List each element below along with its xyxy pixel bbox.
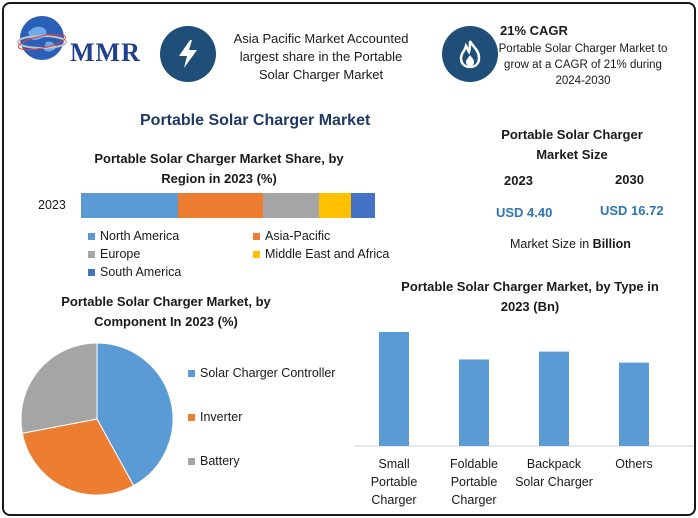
header-cagr-title: 21% CAGR bbox=[500, 23, 568, 38]
type-category-label-line: Foldable bbox=[450, 457, 498, 471]
region-bar-segment-middle-east-and-africa bbox=[319, 193, 352, 218]
flame-icon bbox=[459, 40, 481, 69]
type-category-label-line: Small bbox=[378, 457, 410, 471]
component-legend-item: Solar Charger Controller bbox=[188, 366, 335, 380]
region-bar-segment-south-america bbox=[351, 193, 375, 218]
header-apac-text: Asia Pacific Market Accounted largest sh… bbox=[233, 31, 409, 82]
type-bar-chart bbox=[354, 331, 694, 447]
legend-label: Middle East and Africa bbox=[265, 247, 390, 261]
market-size-year-2030: 2030 bbox=[615, 172, 644, 187]
region-legend-item: Europe bbox=[88, 247, 140, 261]
logo-text: MMR bbox=[70, 38, 141, 67]
type-bar-3 bbox=[539, 351, 569, 446]
market-size-note-text: Market Size in bbox=[510, 237, 593, 251]
pie-slice-solar-charger-controller bbox=[96, 342, 174, 487]
lightning-icon-badge bbox=[160, 26, 216, 82]
header-cagr-text: Portable Solar Charger Market to grow at… bbox=[498, 43, 668, 87]
type-category-label: Others bbox=[589, 455, 679, 473]
type-bar-2 bbox=[459, 359, 489, 446]
legend-label: North America bbox=[100, 229, 180, 243]
type-category-label: Foldable Portable Charger bbox=[429, 455, 519, 509]
main-title: Portable Solar Charger Market bbox=[140, 112, 371, 129]
legend-label: South America bbox=[100, 265, 182, 279]
type-category-label-line: Charger bbox=[371, 493, 417, 507]
legend-swatch bbox=[188, 413, 195, 421]
legend-swatch bbox=[188, 457, 195, 465]
type-bar-1 bbox=[379, 331, 409, 446]
legend-swatch bbox=[253, 250, 260, 258]
legend-label: Battery bbox=[200, 454, 240, 468]
type-category-label-line: Solar Charger bbox=[515, 475, 593, 489]
type-category-label: Backpack Solar Charger bbox=[509, 455, 599, 491]
region-stacked-bar bbox=[81, 193, 375, 218]
type-category-label: Small Portable Charger bbox=[349, 455, 439, 509]
region-legend-item: South America bbox=[88, 265, 181, 279]
region-legend-item: Middle East and Africa bbox=[253, 247, 389, 261]
legend-swatch bbox=[88, 232, 95, 240]
legend-swatch bbox=[88, 268, 95, 276]
legend-label: Solar Charger Controller bbox=[200, 366, 336, 380]
pie-slice-battery bbox=[20, 342, 98, 434]
pie-slice-inverter bbox=[21, 418, 135, 496]
region-bar-segment-asia-pacific bbox=[178, 193, 264, 218]
market-size-title: Portable Solar Charger Market Size bbox=[501, 127, 643, 162]
component-legend-item: Battery bbox=[188, 454, 240, 468]
type-category-label-line: Portable bbox=[370, 475, 418, 489]
market-size-value-2023: USD 4.40 bbox=[496, 205, 553, 220]
region-chart-title: Portable Solar Charger Market Share, by … bbox=[94, 151, 344, 186]
type-chart-title: Portable Solar Charger Market, by Type i… bbox=[401, 279, 659, 314]
region-legend-item: Asia-Pacific bbox=[253, 229, 330, 243]
legend-swatch bbox=[188, 369, 195, 377]
component-chart-title: Portable Solar Charger Market, by Compon… bbox=[61, 294, 271, 329]
market-size-value-2030: USD 16.72 bbox=[600, 203, 664, 218]
market-size-year-2023: 2023 bbox=[504, 173, 533, 188]
legend-swatch bbox=[88, 250, 95, 258]
region-bar-segment-north-america bbox=[81, 193, 179, 218]
type-category-labels: Small Portable Charger Foldable Portable Char… bbox=[354, 455, 694, 514]
market-size-note-unit: Billion bbox=[592, 237, 631, 251]
legend-label: Inverter bbox=[200, 410, 243, 424]
legend-label: Europe bbox=[100, 247, 141, 261]
component-legend-item: Inverter bbox=[188, 410, 242, 424]
type-category-label-line: Backpack bbox=[526, 457, 582, 471]
type-bar-4 bbox=[619, 362, 649, 446]
type-category-label-line: Charger bbox=[451, 493, 497, 507]
logo: MMR bbox=[16, 12, 146, 67]
region-bar-segment-europe bbox=[263, 193, 320, 218]
legend-label: Asia-Pacific bbox=[265, 229, 331, 243]
component-pie-chart bbox=[20, 342, 174, 496]
legend-swatch bbox=[253, 232, 260, 240]
market-size-note: Market Size in Billion bbox=[510, 237, 631, 251]
type-category-label-line: Others bbox=[615, 457, 653, 471]
region-legend-item: North America bbox=[88, 229, 179, 243]
lightning-icon bbox=[179, 40, 197, 68]
type-category-label-line: Portable bbox=[450, 475, 498, 489]
region-year-label: 2023 bbox=[38, 198, 66, 212]
flame-icon-badge bbox=[442, 26, 498, 82]
globe-icon bbox=[17, 16, 67, 60]
